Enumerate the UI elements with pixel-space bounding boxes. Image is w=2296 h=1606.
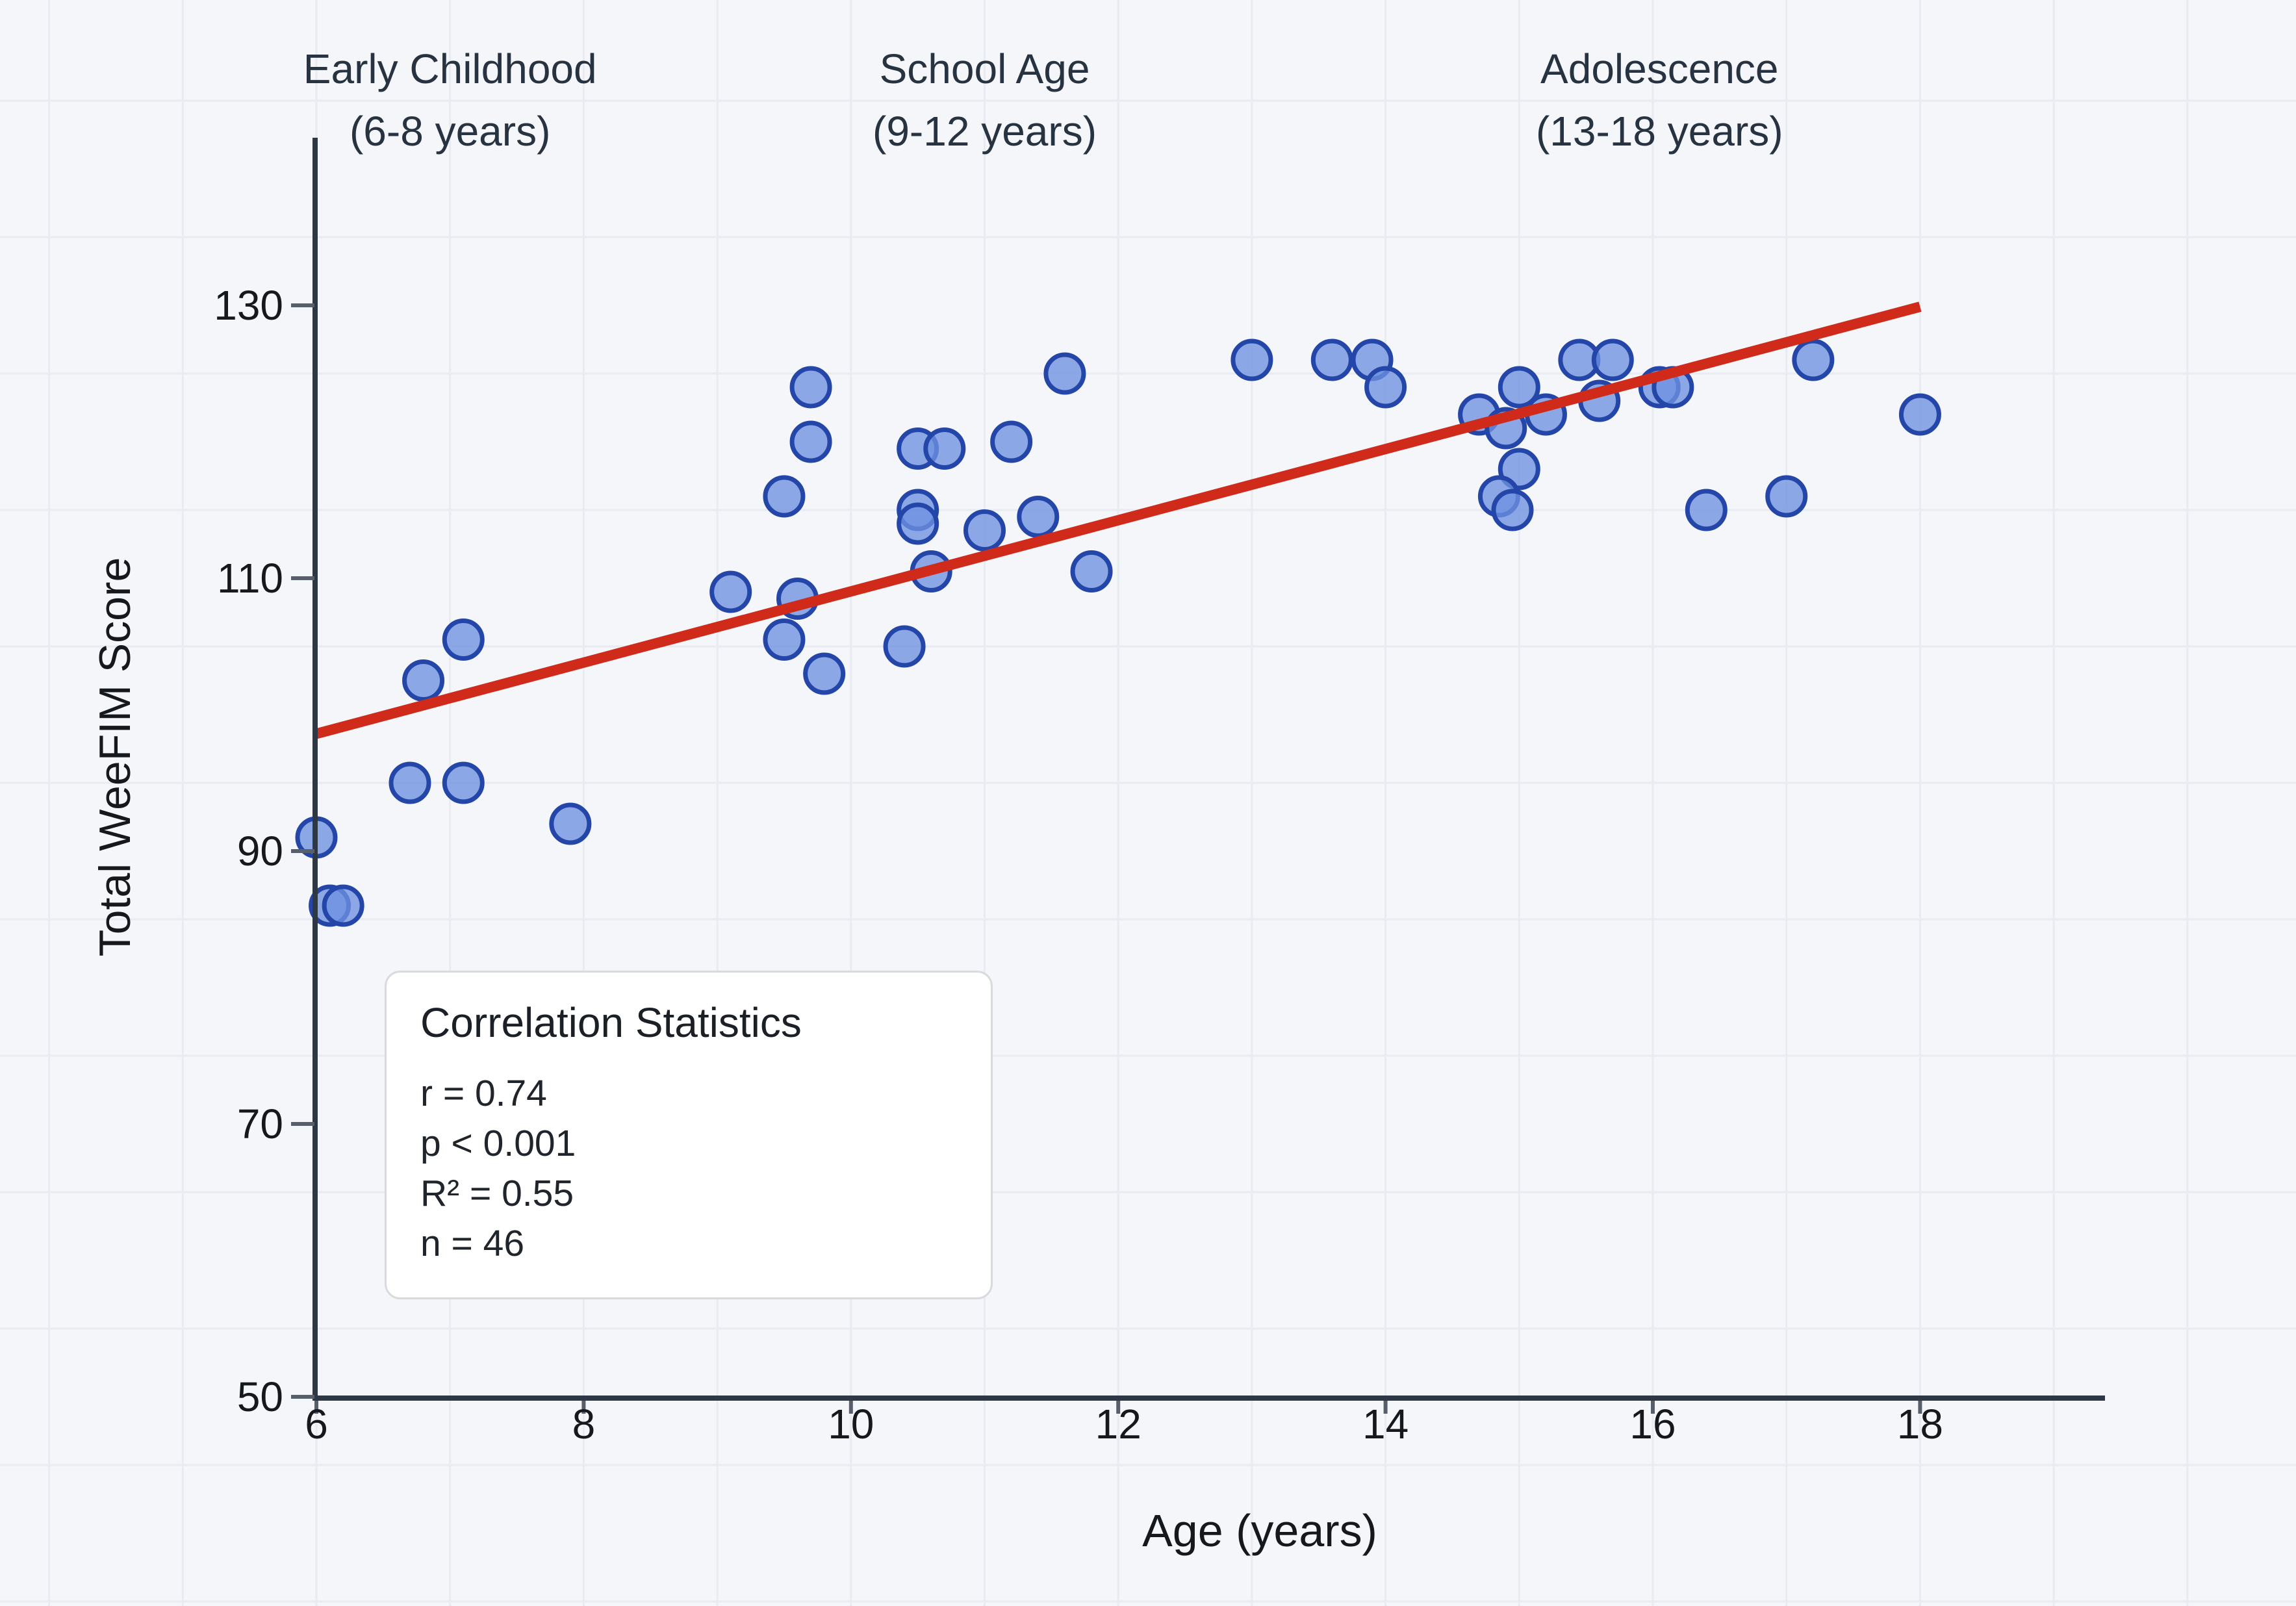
data-point[interactable] xyxy=(1685,489,1728,531)
data-point[interactable] xyxy=(763,618,806,661)
annotation-school-age: School Age (9-12 years) xyxy=(873,38,1097,162)
annotation-label: Early Childhood xyxy=(303,45,597,92)
data-point[interactable] xyxy=(789,420,832,463)
data-point[interactable] xyxy=(709,570,752,613)
x-tick-label: 18 xyxy=(1897,1401,1943,1447)
x-axis-title: Age (years) xyxy=(1142,1505,1377,1556)
x-tick-label: 10 xyxy=(828,1401,874,1447)
data-point[interactable] xyxy=(897,502,939,545)
data-point[interactable] xyxy=(1792,338,1835,381)
annotation-sublabel: (13-18 years) xyxy=(1535,108,1783,155)
data-point[interactable] xyxy=(803,652,846,695)
stats-n-value: n = 46 xyxy=(420,1223,525,1264)
data-point[interactable] xyxy=(789,366,832,409)
stats-r-value: r = 0.74 xyxy=(420,1073,547,1114)
y-tick-label: 70 xyxy=(237,1101,283,1147)
data-point[interactable] xyxy=(763,475,806,518)
data-point[interactable] xyxy=(1765,475,1808,518)
annotation-sublabel: (6-8 years) xyxy=(349,108,551,155)
data-point[interactable] xyxy=(883,625,926,668)
x-tick-label: 14 xyxy=(1362,1401,1409,1447)
annotation-adolescence: Adolescence (13-18 years) xyxy=(1536,38,1783,162)
trend-line xyxy=(314,301,1922,739)
data-point[interactable] xyxy=(1898,393,1941,436)
data-point[interactable] xyxy=(963,509,1006,552)
stats-title: Correlation Statistics xyxy=(420,999,802,1046)
data-point[interactable] xyxy=(1310,338,1353,381)
y-tick-label: 130 xyxy=(214,282,283,329)
data-point[interactable] xyxy=(1231,338,1273,381)
annotation-sublabel: (9-12 years) xyxy=(873,108,1097,155)
data-point[interactable] xyxy=(322,884,364,927)
annotation-early-childhood: Early Childhood (6-8 years) xyxy=(303,38,597,162)
x-tick-label: 12 xyxy=(1095,1401,1142,1447)
stats-r-squared: R² = 0.55 xyxy=(420,1173,574,1214)
data-point[interactable] xyxy=(923,427,966,470)
annotation-label: School Age xyxy=(879,45,1090,92)
data-point[interactable] xyxy=(442,618,485,661)
data-point[interactable] xyxy=(389,761,431,804)
data-point[interactable] xyxy=(1364,366,1407,409)
data-point[interactable] xyxy=(1043,352,1086,395)
y-axis-title: Total WeeFIM Score xyxy=(90,557,140,957)
data-point[interactable] xyxy=(1498,366,1540,409)
data-point[interactable] xyxy=(402,659,445,702)
x-tick-label: 8 xyxy=(572,1401,596,1447)
y-tick-label: 90 xyxy=(237,828,283,874)
y-tick-label: 50 xyxy=(237,1373,283,1420)
data-point[interactable] xyxy=(1070,550,1113,593)
x-tick-label: 6 xyxy=(305,1401,328,1447)
data-point[interactable] xyxy=(549,802,592,845)
stats-p-value: p < 0.001 xyxy=(420,1123,576,1164)
data-point[interactable] xyxy=(1017,496,1060,538)
correlation-stats-box: Correlation Statistics r = 0.74 p < 0.00… xyxy=(385,971,993,1299)
data-point[interactable] xyxy=(442,761,485,804)
data-point[interactable] xyxy=(990,420,1033,463)
y-tick-label: 110 xyxy=(217,555,283,602)
data-point[interactable] xyxy=(1491,489,1534,531)
x-tick-label: 16 xyxy=(1629,1401,1676,1447)
data-point[interactable] xyxy=(1591,338,1634,381)
annotation-label: Adolescence xyxy=(1540,45,1779,92)
